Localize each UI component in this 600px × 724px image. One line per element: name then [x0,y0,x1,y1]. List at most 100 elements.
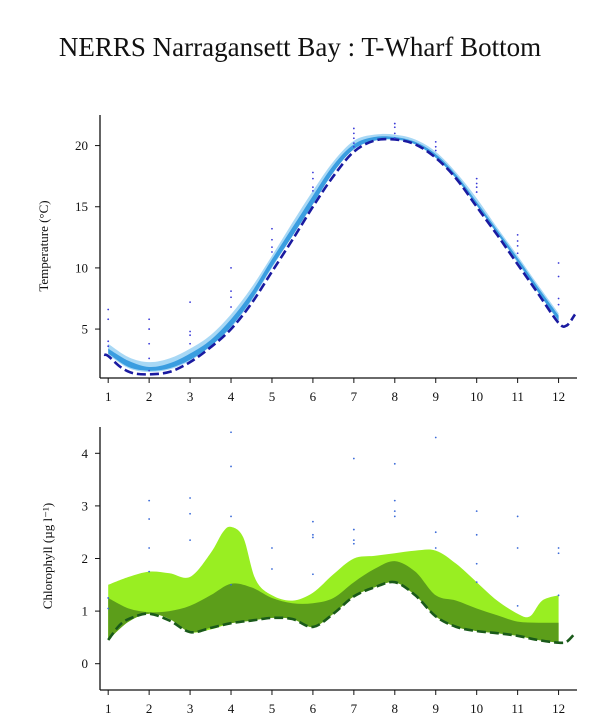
temp-data-point [148,328,151,330]
temp-data-point [148,369,151,372]
temp-data-point [352,127,355,130]
chl-data-point [557,594,560,597]
chl-y-tick-label: 2 [82,551,89,566]
temp-band-inner [108,136,559,371]
chl-data-point [312,573,314,576]
temp-data-point [393,132,396,135]
temp-data-point [148,342,151,345]
temp-data-point [230,267,232,269]
temp-x-tick-label: 2 [146,389,153,404]
chl-data-point [352,539,355,541]
temp-data-point [475,177,478,180]
temp-data-point [107,308,110,311]
temp-data-point [189,342,191,345]
temp-x-tick-label: 11 [511,389,524,404]
chart-title: NERRS Narragansett Bay : T-Wharf Bottom [58,32,542,62]
chl-y-axis-label: Chlorophyll (µg l⁻¹) [40,503,55,609]
temp-data-point [148,357,151,360]
temp-data-point [312,177,314,180]
temp-x-tick-label: 8 [392,389,399,404]
chl-data-point [393,510,396,513]
temp-y-tick-label: 5 [82,322,89,337]
chl-data-point [393,499,396,502]
chl-data-point [475,510,478,513]
chl-data-point [312,520,314,523]
chl-data-point [107,597,110,599]
chl-data-point [475,562,478,565]
chl-data-point [230,583,232,586]
temp-data-point [271,246,273,249]
chl-data-point [516,604,519,607]
temp-x-tick-label: 9 [432,389,439,404]
temp-data-point [352,137,355,140]
chl-data-point [271,568,273,570]
chl-x-tick-label: 6 [310,701,317,716]
temp-data-point [516,244,519,247]
temp-x-tick-label: 7 [351,389,358,404]
temp-x-tick-label: 10 [470,389,483,404]
chl-data-point [148,547,151,549]
chl-data-point [352,457,355,460]
temp-data-point [352,142,355,145]
chl-data-point [107,607,110,610]
chl-data-point [434,436,437,439]
temp-data-point [393,126,396,129]
temp-data-point [230,306,232,308]
chl-data-point [312,533,314,536]
temp-data-point [434,141,437,143]
temp-data-point [557,275,560,278]
temp-data-point [475,186,478,189]
temp-y-axis-label: Temperature (°C) [36,200,51,291]
temp-data-point [516,252,519,255]
temp-y-tick-label: 15 [75,199,88,214]
temp-data-point [312,189,314,192]
chl-data-point [189,512,191,515]
temp-y-tick-label: 10 [75,260,88,275]
chl-x-tick-label: 2 [146,701,153,716]
chl-y-tick-label: 3 [82,498,89,513]
temp-data-point [312,171,314,174]
chl-data-point [148,518,151,520]
temp-data-point [189,330,191,333]
chl-data-point [230,515,232,518]
chl-x-tick-label: 8 [392,701,399,716]
temp-data-point [107,318,110,321]
temp-data-point [271,227,273,230]
temp-data-point [189,334,191,337]
chl-data-point [516,547,519,549]
temp-data-point [516,240,519,242]
temp-data-point [352,145,355,148]
temp-data-point [434,149,437,152]
temp-data-point [475,182,478,185]
chl-data-point [148,570,151,573]
temp-x-tick-label: 1 [105,389,112,404]
chl-x-tick-label: 1 [105,701,112,716]
temp-x-tick-label: 12 [552,389,565,404]
chl-data-point [189,539,191,541]
chl-data-point [148,499,151,502]
chl-data-point [516,515,519,518]
temp-data-point [189,301,191,304]
temp-data-point [557,262,560,264]
chl-data-point [393,515,396,518]
temp-data-point [393,122,396,125]
temp-data-point [557,297,560,300]
temp-data-point [352,132,355,135]
chl-y-tick-label: 1 [82,604,89,619]
temp-data-point [393,137,396,140]
temp-data-point [312,186,314,189]
temp-median-line [103,137,577,376]
chl-data-point [434,547,437,549]
chl-data-point [393,462,396,465]
temp-x-tick-label: 4 [228,389,235,404]
chl-data-point [230,465,232,468]
temp-data-point [271,238,273,241]
chl-data-point [475,533,478,536]
chl-data-point [434,531,437,534]
temp-data-point [107,340,110,343]
temp-data-point [557,303,560,306]
chl-data-point [475,581,478,584]
